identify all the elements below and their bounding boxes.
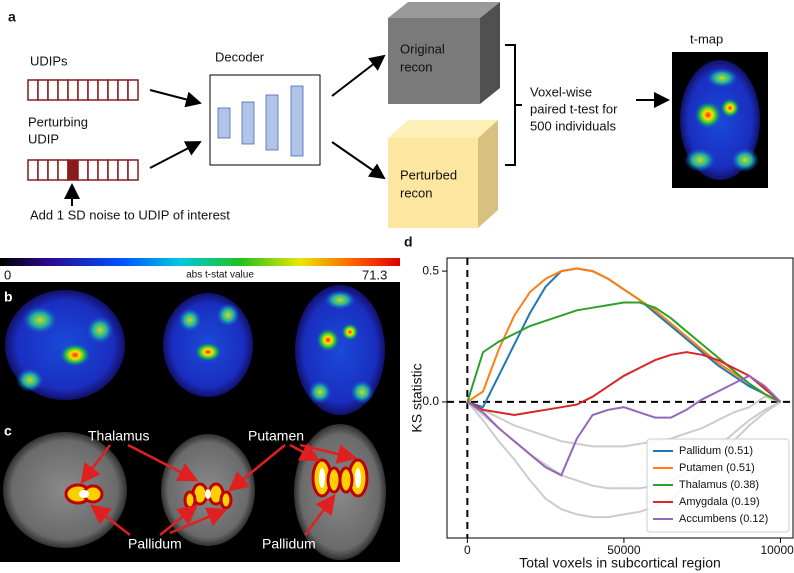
label: 500 individuals [530, 118, 617, 133]
cell [87, 159, 99, 181]
region-label: Pallidum [262, 536, 316, 552]
perturbed-cube [388, 120, 498, 228]
udip-vector [27, 79, 139, 101]
panel-label: d [404, 234, 413, 250]
series-line [466, 267, 781, 403]
region-label: Putamen [248, 428, 304, 444]
label: recon [400, 59, 433, 74]
tmap-image [672, 52, 768, 188]
cell [27, 159, 39, 181]
cell [77, 159, 89, 181]
label: UDIP [28, 131, 59, 146]
original-cube [388, 2, 500, 104]
arrow [331, 54, 386, 97]
label: recon [400, 185, 433, 200]
y-tick-label: 0.5 [422, 263, 439, 277]
arrow [149, 89, 202, 108]
cell [117, 79, 129, 101]
colorbar [0, 258, 400, 266]
label: Original [400, 41, 445, 56]
cell [47, 79, 59, 101]
x-tick-label: 50000 [607, 543, 641, 557]
legend-box [646, 438, 790, 533]
panel-label: c [4, 423, 12, 439]
cell [127, 79, 139, 101]
colorbar-label: abs t-stat value [186, 270, 254, 281]
cell [27, 79, 39, 101]
arrow [149, 141, 202, 169]
cell [67, 79, 79, 101]
cell [77, 79, 89, 101]
legend-label: Amygdala (0.19) [679, 496, 760, 508]
label: UDIPs [30, 53, 68, 68]
series-line [466, 374, 782, 477]
cell [37, 79, 49, 101]
cell [107, 159, 119, 181]
cell [97, 159, 109, 181]
plot-frame [446, 257, 794, 539]
cell [57, 159, 69, 181]
colorbar-max: 71.3 [362, 267, 387, 282]
decoder-layers [217, 85, 304, 157]
arrow [331, 141, 386, 180]
cell [67, 159, 79, 181]
y-tick-label: 0.0 [422, 394, 439, 408]
cell [107, 79, 119, 101]
series-line [466, 351, 782, 417]
cell [117, 159, 129, 181]
cell [127, 159, 139, 181]
bracket [505, 44, 522, 166]
panel-label: a [8, 9, 16, 25]
x-axis-label: Total voxels in subcortical region [519, 555, 721, 571]
label: Voxel-wise [530, 84, 592, 99]
y-axis-label: KS statistic [409, 363, 425, 432]
cell [57, 79, 69, 101]
cell [37, 159, 49, 181]
panel-label: b [4, 289, 13, 305]
roi-images [0, 422, 400, 562]
label: paired t-test for [530, 101, 618, 116]
label: Perturbing [28, 114, 88, 129]
label: Add 1 SD noise to UDIP of interest [30, 207, 230, 222]
legend-label: Putamen (0.51) [679, 462, 755, 474]
tstat-images [0, 282, 400, 422]
region-label: Pallidum [128, 536, 182, 552]
label: t-map [690, 31, 723, 46]
x-tick-label: 0 [464, 543, 471, 557]
label: Perturbed [400, 167, 457, 182]
legend-label: Accumbens (0.12) [679, 513, 768, 525]
region-label: Thalamus [88, 428, 149, 444]
colorbar-min: 0 [4, 267, 11, 282]
series-line [466, 395, 781, 448]
legend-label: Thalamus (0.38) [679, 479, 759, 491]
udip-vector [27, 159, 139, 181]
cell [87, 79, 99, 101]
label: Decoder [215, 49, 265, 64]
cell [47, 159, 59, 181]
cell [97, 79, 109, 101]
legend-label: Pallidum (0.51) [679, 445, 753, 457]
